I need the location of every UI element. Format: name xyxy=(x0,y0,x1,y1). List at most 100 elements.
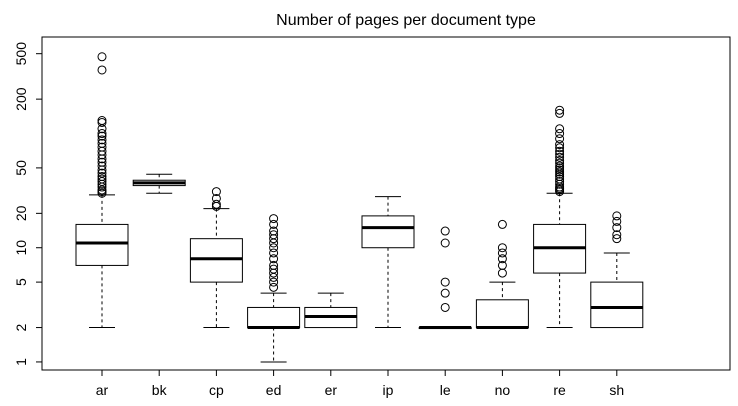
outlier-point xyxy=(97,188,107,198)
outlier-point xyxy=(440,277,450,287)
x-tick-label: re xyxy=(553,382,566,398)
outlier-point xyxy=(497,219,507,229)
y-tick-label: 1 xyxy=(13,358,29,366)
outlier-point xyxy=(97,52,107,62)
outlier-point xyxy=(555,152,565,162)
box-cp xyxy=(189,187,243,329)
x-tick-label: cp xyxy=(209,382,224,398)
outlier-point xyxy=(497,248,507,258)
outlier-point xyxy=(97,161,107,171)
iqr-box xyxy=(75,223,129,266)
iqr-box xyxy=(590,281,644,329)
outlier-point xyxy=(269,248,279,258)
y-tick-label: 50 xyxy=(13,160,29,176)
outlier-point xyxy=(612,223,622,233)
iqr-box xyxy=(361,215,415,249)
outlier-point xyxy=(612,230,622,240)
outlier-point xyxy=(555,179,565,189)
outlier-point xyxy=(211,201,221,211)
outlier-point xyxy=(555,134,565,144)
box-ar xyxy=(75,52,129,329)
outlier-point xyxy=(555,140,565,150)
outlier-point xyxy=(269,214,279,224)
outlier-point xyxy=(97,65,107,75)
outlier-point xyxy=(97,124,107,134)
box-ip xyxy=(361,196,415,329)
outlier-point xyxy=(555,158,565,168)
y-tick-label: 5 xyxy=(13,278,29,286)
outlier-point xyxy=(269,219,279,229)
outlier-point xyxy=(555,156,565,166)
y-tick-label: 500 xyxy=(13,42,29,66)
iqr-box xyxy=(189,238,243,283)
outlier-point xyxy=(97,182,107,192)
iqr-box xyxy=(475,299,529,329)
outlier-point xyxy=(97,135,107,145)
x-tick-label: ar xyxy=(96,382,109,398)
outlier-point xyxy=(97,117,107,127)
x-axis: ar bk cp ed er ip le no re sh xyxy=(96,370,624,398)
outlier-point xyxy=(97,129,107,139)
box-bk xyxy=(132,173,186,194)
outlier-point xyxy=(269,272,279,282)
outlier-point xyxy=(555,105,565,115)
outlier-point xyxy=(97,116,107,126)
outlier-point xyxy=(269,277,279,287)
box-ed xyxy=(247,214,301,363)
outlier-point xyxy=(97,177,107,187)
y-tick-label: 20 xyxy=(13,205,29,221)
outlier-point xyxy=(211,199,221,209)
outlier-point xyxy=(269,268,279,278)
x-tick-label: no xyxy=(495,382,511,398)
plot-frame xyxy=(41,36,731,371)
boxes-group xyxy=(75,52,644,363)
outlier-point xyxy=(269,238,279,248)
outlier-point xyxy=(555,124,565,134)
box-sh xyxy=(590,211,644,329)
outlier-point xyxy=(555,167,565,177)
outlier-point xyxy=(555,129,565,139)
outlier-point xyxy=(612,211,622,221)
chart-title: Number of pages per document type xyxy=(276,12,536,29)
outlier-point xyxy=(440,288,450,298)
outlier-point xyxy=(612,234,622,244)
outlier-point xyxy=(97,165,107,175)
outlier-point xyxy=(555,143,565,153)
outlier-point xyxy=(440,226,450,236)
outlier-point xyxy=(555,165,565,175)
x-tick-label: le xyxy=(440,382,451,398)
outlier-point xyxy=(211,187,221,197)
outlier-point xyxy=(555,146,565,156)
y-axis: 1 2 5 10 20 50 200 500 xyxy=(13,42,42,366)
outlier-point xyxy=(97,150,107,160)
y-tick-label: 200 xyxy=(13,87,29,111)
outlier-point xyxy=(440,238,450,248)
outlier-point xyxy=(555,169,565,179)
iqr-box xyxy=(247,306,301,329)
y-tick-label: 10 xyxy=(13,240,29,256)
outlier-point xyxy=(555,177,565,187)
y-tick-label: 2 xyxy=(13,323,29,331)
outlier-point xyxy=(269,254,279,264)
outlier-point xyxy=(497,254,507,264)
x-tick-label: ed xyxy=(266,382,282,398)
outlier-point xyxy=(497,243,507,253)
outlier-point xyxy=(97,179,107,189)
x-tick-label: sh xyxy=(609,382,624,398)
box-er xyxy=(304,292,358,329)
outlier-point xyxy=(269,282,279,292)
box-no xyxy=(475,219,529,330)
outlier-point xyxy=(440,302,450,312)
box-le xyxy=(418,226,472,330)
outlier-point xyxy=(555,108,565,118)
x-tick-label: er xyxy=(325,382,338,398)
outlier-point xyxy=(497,268,507,278)
outlier-point xyxy=(269,234,279,244)
outlier-point xyxy=(269,243,279,253)
outlier-point xyxy=(555,149,565,159)
outlier-point xyxy=(555,187,565,197)
outlier-point xyxy=(97,154,107,164)
outlier-point xyxy=(612,216,622,226)
box-re xyxy=(533,105,587,329)
